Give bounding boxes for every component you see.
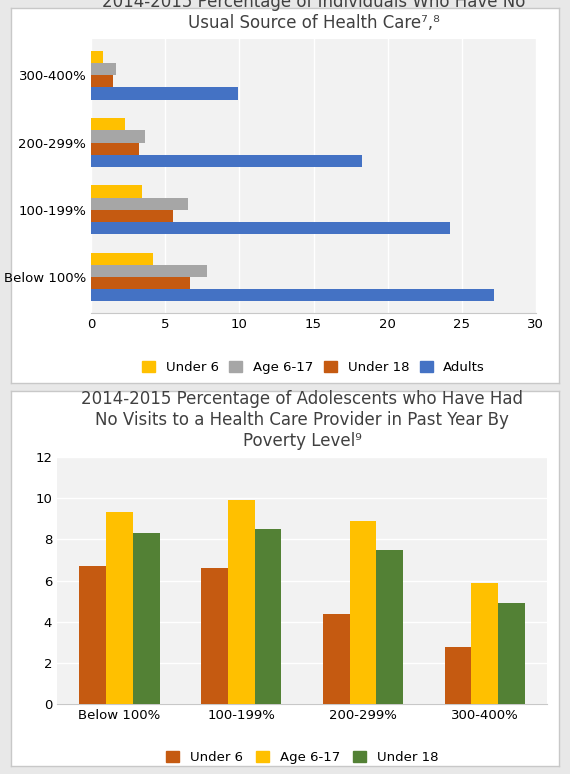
Bar [79, 566, 106, 704]
Legend: Under 6, Age 6-17, Under 18, Adults: Under 6, Age 6-17, Under 18, Adults [137, 356, 490, 379]
Bar [255, 529, 282, 704]
Bar [349, 521, 376, 704]
Legend: Under 6, Age 6-17, Under 18: Under 6, Age 6-17, Under 18 [161, 745, 443, 769]
Bar [91, 252, 153, 265]
Bar [376, 550, 403, 704]
Bar [445, 646, 471, 704]
Bar [471, 583, 498, 704]
Title: 2014-2015 Percentage of Adolescents who Have Had
No Visits to a Health Care Prov: 2014-2015 Percentage of Adolescents who … [81, 390, 523, 450]
Bar [91, 131, 145, 142]
Bar [91, 221, 450, 234]
Title: 2014-2015 Percentage of Individuals Who Have No
Usual Source of Health Care⁷,⁸: 2014-2015 Percentage of Individuals Who … [102, 0, 525, 32]
Bar [91, 51, 103, 63]
Bar [91, 186, 141, 197]
Bar [91, 75, 113, 87]
Bar [91, 265, 207, 277]
Bar [91, 155, 363, 166]
Bar [323, 614, 349, 704]
Bar [91, 210, 173, 221]
Bar [91, 118, 125, 131]
Bar [91, 63, 116, 75]
Bar [91, 277, 190, 289]
Bar [201, 568, 228, 704]
Bar [91, 197, 188, 210]
Bar [498, 603, 525, 704]
Bar [106, 512, 133, 704]
Bar [91, 142, 139, 155]
Bar [133, 533, 160, 704]
Bar [91, 289, 494, 301]
Bar [228, 500, 255, 704]
Bar [91, 87, 238, 100]
